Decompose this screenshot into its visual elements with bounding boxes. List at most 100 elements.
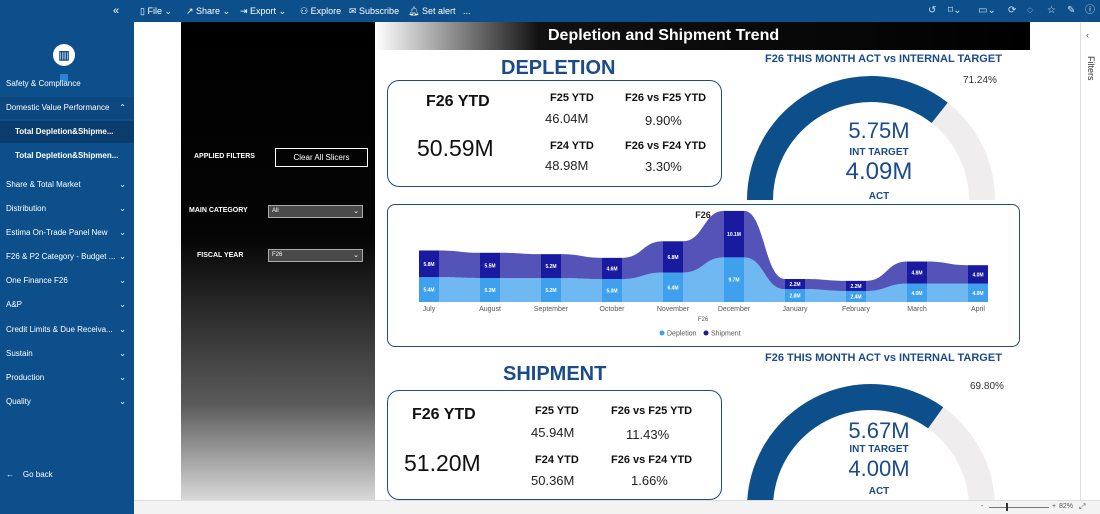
zoom-slider-track[interactable] [989, 507, 1049, 508]
bookmark-icon[interactable]: ⌑⌄ [948, 5, 962, 16]
sidebar-item-label: Domestic Value Performance [6, 103, 110, 112]
depletion-gauge-title: F26 THIS MONTH ACT vs INTERNAL TARGET [765, 53, 1002, 65]
shipment-gauge-title: F26 THIS MONTH ACT vs INTERNAL TARGET [765, 352, 1002, 364]
shipment-bar[interactable] [480, 252, 500, 279]
main-category-label: MAIN CATEGORY [189, 207, 248, 214]
shipment-ytd-value: 51.20M [404, 450, 481, 476]
shipment-bar[interactable] [785, 279, 805, 290]
chevron-down-icon: ⌄ [119, 276, 126, 285]
sidebar-item[interactable]: Share & Total Market ⌄ [0, 174, 134, 196]
shipment-gauge [747, 384, 995, 500]
shipment-data-label: 5.2M [545, 264, 556, 270]
shipment-ribbon [439, 250, 480, 279]
filters-pane-label[interactable]: Filters [1086, 56, 1096, 81]
depletion-shipment-ribbon-chart: 5.4M 5.8M July 5.2M 5.5M August 5.2M 5.2M Septem… [419, 210, 988, 338]
sidebar-item[interactable]: F26 & P2 Category - Budget ... ⌄ [0, 246, 134, 268]
depletion-act-label: ACT [868, 191, 890, 202]
sidebar-item[interactable]: Estima On-Trade Panel New ⌄ [0, 222, 134, 244]
chevron-down-icon: ⌄ [353, 208, 359, 215]
sidebar-item[interactable]: Sustain ⌄ [0, 343, 134, 365]
depletion-data-label: 2.4M [850, 294, 861, 300]
sidebar-item[interactable]: Production ⌄ [0, 367, 134, 389]
sidebar-item[interactable]: A&P ⌄ [0, 294, 134, 316]
view-icon[interactable]: ▭⌄ [978, 5, 996, 16]
info-icon[interactable]: ⓘ [1085, 5, 1095, 16]
clear-all-slicers-button[interactable]: Clear All Slicers [275, 148, 368, 167]
sidebar-item[interactable]: Quality ⌄ [0, 391, 134, 413]
depletion-bar[interactable] [480, 278, 500, 302]
chevron-down-icon: ⌄ [119, 373, 126, 382]
depletion-bar[interactable] [846, 290, 866, 302]
depletion-bar[interactable] [724, 257, 744, 302]
subscribe-icon: ✉ [349, 6, 360, 16]
depletion-bar[interactable] [968, 283, 988, 302]
sidebar-item-label: Total Depletion&Shipmen... [15, 151, 119, 160]
zoom-in-icon[interactable]: + [1052, 503, 1057, 510]
depletion-bar[interactable] [907, 283, 927, 302]
subscribe-button[interactable]: ✉ Subscribe [349, 6, 400, 16]
zoom-slider-handle[interactable] [1006, 503, 1008, 511]
shipment-bar[interactable] [968, 265, 988, 284]
sidebar-item-label: Distribution [6, 204, 47, 213]
fiscal-year-select[interactable]: F26 ⌄ [268, 249, 363, 262]
depletion-target-label: INT TARGET [849, 147, 909, 158]
file-menu[interactable]: ▯ File ⌄ [140, 6, 173, 16]
shipment-bar[interactable] [541, 254, 561, 279]
set-alert-button[interactable]: 🔔︎ Set alert [408, 6, 456, 16]
go-back-button[interactable]: ← Go back [6, 470, 53, 479]
shipment-vs25-value: 11.43% [626, 427, 670, 442]
depletion-bar[interactable] [602, 279, 622, 302]
explore-button[interactable]: ⚇ Explore [300, 6, 342, 16]
depletion-bar[interactable] [785, 289, 805, 302]
depletion-bar[interactable] [541, 278, 561, 302]
chevron-left-icon[interactable]: ‹ [1086, 30, 1089, 40]
refresh-icon[interactable]: ⟳ [1008, 5, 1017, 16]
sidebar-item[interactable]: Total Depletion&Shipme... [0, 121, 134, 143]
sidebar-item[interactable]: Total Depletion&Shipmen... [0, 145, 134, 167]
shipment-bar[interactable] [602, 257, 622, 279]
filters-pane-collapsed[interactable]: ‹ [1080, 22, 1100, 500]
fit-page-icon[interactable]: ⤢ [1079, 502, 1086, 511]
depletion-target-value: 5.75M [848, 118, 910, 143]
shipment-bar[interactable] [846, 280, 866, 291]
sidebar-item-label: Production [6, 373, 45, 382]
chevron-up-icon: ⌃ [119, 103, 126, 112]
x-axis-label: F26 [698, 317, 709, 323]
shipment-target-label: INT TARGET [849, 444, 909, 455]
depletion-bar[interactable] [663, 272, 683, 302]
sidebar-item[interactable]: Credit Limits & Due Receiva... ⌄ [0, 319, 134, 341]
export-menu[interactable]: ⇥ Export ⌄ [240, 6, 287, 16]
shipment-bar[interactable] [419, 250, 439, 278]
depletion-data-label: 4.0M [911, 291, 922, 297]
shipment-bar[interactable] [724, 210, 744, 258]
legend-depletion-label[interactable]: Depletion [667, 331, 697, 338]
shipment-data-label: 4.0M [972, 272, 983, 278]
shipment-bar[interactable] [907, 261, 927, 284]
shipment-act-value: 4.00M [848, 456, 910, 481]
main-category-select[interactable]: All ⌄ [268, 205, 363, 218]
sidebar-item[interactable]: Distribution ⌄ [0, 198, 134, 220]
chevron-down-icon: ⌄ [119, 204, 126, 213]
sidebar-item[interactable]: Domestic Value Performance ⌃ [0, 97, 134, 119]
reset-icon[interactable]: ↺ [928, 5, 937, 16]
zoom-out-icon[interactable]: - [981, 503, 984, 510]
favorite-star-icon[interactable]: ☆ [1047, 5, 1056, 16]
comment-icon[interactable]: ◌ [1027, 5, 1033, 16]
more-options-button[interactable]: ... [463, 6, 471, 16]
shipment-bar[interactable] [663, 241, 683, 273]
shipment-f24-value: 50.36M [531, 473, 575, 488]
depletion-ribbon [622, 272, 663, 302]
sidebar-item[interactable]: Safety & Compliance [0, 73, 134, 95]
sidebar-item[interactable]: One Finance F26 ⌄ [0, 270, 134, 292]
depletion-f25-value: 46.04M [545, 111, 589, 126]
edit-pencil-icon[interactable]: ✎ [1067, 5, 1076, 16]
sidebar-item-label: Credit Limits & Due Receiva... [6, 325, 113, 334]
share-menu[interactable]: ↗ Share ⌄ [186, 6, 231, 16]
sidebar-item-label: One Finance F26 [6, 276, 68, 285]
depletion-bar[interactable] [419, 277, 439, 302]
depletion-ytd-value: 50.59M [417, 135, 494, 161]
shipment-ribbon [683, 210, 724, 273]
double-chevron-left-icon[interactable]: « [113, 5, 120, 17]
depletion-gauge [747, 75, 995, 200]
legend-shipment-label[interactable]: Shipment [711, 331, 741, 338]
